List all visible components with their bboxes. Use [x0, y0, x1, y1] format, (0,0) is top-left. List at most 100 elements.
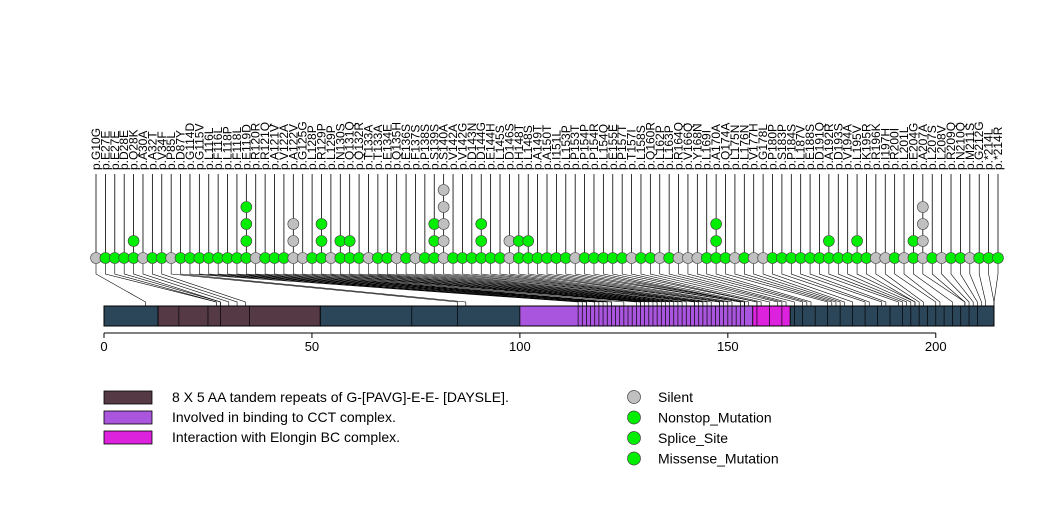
- mutation-label: p.L201L: [897, 126, 911, 170]
- mutation-label: p.*214L: [982, 128, 996, 170]
- mutation-label: p.D193S: [831, 123, 845, 170]
- mutation-label: p.Q135H: [390, 122, 404, 170]
- connector-58: [640, 258, 762, 306]
- connector-10: [189, 258, 579, 306]
- mutation-point: [823, 235, 835, 247]
- connector-44: [509, 258, 712, 306]
- connector-91: [950, 258, 974, 306]
- connector-2: [114, 258, 217, 306]
- mutation-label: p.P184S: [784, 124, 798, 170]
- mutation-label: p.D28E: [117, 130, 131, 170]
- mutation-label: p.D146S: [502, 123, 516, 170]
- mutation-label: p.L128P: [305, 125, 319, 170]
- mutation-point: [343, 235, 356, 247]
- mutation-point: [240, 218, 253, 230]
- mutation-label: p.I197H: [878, 128, 892, 170]
- mutation-label: p.D191Q: [812, 122, 826, 170]
- domain-1: [157, 305, 321, 327]
- mutation-point: [315, 218, 328, 230]
- connector-54: [603, 258, 745, 306]
- mutation-label: p.D144G: [474, 122, 488, 170]
- connector-88: [922, 258, 966, 306]
- tick-label: 150: [717, 339, 739, 354]
- mutation-label: p.L148S: [521, 125, 535, 170]
- connector-17: [255, 258, 604, 306]
- mutation-label: p.S140A: [437, 124, 451, 170]
- tick-label: 100: [509, 339, 531, 354]
- connector-80: [847, 258, 912, 306]
- connector-13: [217, 258, 587, 306]
- legend-label: Nonstop_Mutation: [658, 410, 772, 426]
- legend-label: Missense_Mutation: [658, 451, 779, 467]
- mutation-label: p.L195V: [850, 125, 864, 170]
- mutation-label: p.A150T: [540, 124, 554, 170]
- connector-89: [931, 258, 966, 306]
- mutation-point: [437, 218, 450, 230]
- connector-65: [706, 258, 808, 306]
- connector-77: [819, 258, 899, 306]
- mutation-label: p.F116L: [211, 127, 225, 170]
- connector-71: [762, 258, 845, 306]
- connector-79: [837, 258, 907, 306]
- connector-73: [781, 258, 866, 306]
- mutation-point: [437, 235, 450, 247]
- connector-46: [527, 258, 720, 306]
- connector-75: [800, 258, 883, 306]
- connector-39: [462, 258, 695, 306]
- connector-4: [133, 258, 221, 306]
- mutation-label: p.P154R: [587, 123, 601, 170]
- mutation-label: p.P180P: [766, 124, 780, 170]
- mutation-label: p.E27E: [108, 131, 122, 170]
- mutation-label: p.E155E: [606, 124, 620, 170]
- mutation-point: [475, 235, 488, 247]
- mutation-label: p.Q28K: [127, 129, 141, 170]
- mutation-label: p.Q174A: [719, 123, 733, 170]
- mutation-label: p.L153P: [559, 125, 573, 170]
- mutation-label: p.D87Y: [174, 130, 188, 170]
- mutation-label: p.H148T: [512, 123, 526, 170]
- lollipop-stems: [95, 174, 999, 258]
- mutation-label: p.I151L: [549, 130, 563, 170]
- mutation-point: [240, 235, 253, 247]
- mutation-label: p.G115V: [192, 124, 206, 170]
- mutation-label: p.R120R: [249, 122, 263, 170]
- mutation-label: p.P153T: [568, 124, 582, 170]
- mutation-label: p.A121V: [268, 124, 282, 170]
- mutation-point: [475, 218, 488, 230]
- connector-35: [424, 258, 679, 306]
- connector-8: [170, 258, 458, 306]
- domain-4: [752, 305, 791, 327]
- connector-15: [236, 258, 596, 306]
- mutation-label: p.A32T: [145, 131, 159, 170]
- connector-67: [725, 258, 828, 306]
- mutation-label: p.D143N: [465, 123, 479, 170]
- connector-31: [386, 258, 662, 306]
- mutation-label: p.R209Q: [944, 122, 958, 170]
- connector-lines: [95, 258, 999, 306]
- mutation-label: p.S139S: [427, 124, 441, 170]
- connector-59: [650, 258, 770, 306]
- mutation-label: p.L175N: [728, 125, 742, 170]
- mutation-label: p.R129P: [315, 123, 329, 170]
- connector-86: [903, 258, 941, 306]
- connector-1: [105, 258, 217, 306]
- mutation-label: p.P157T: [615, 124, 629, 170]
- mutation-label: p.V194A: [841, 124, 855, 170]
- legend-swatch: [103, 390, 153, 405]
- mutation-label: p.T133A: [371, 125, 385, 170]
- connector-27: [349, 258, 650, 306]
- mutation-label: p.M211S: [963, 123, 977, 170]
- connector-33: [405, 258, 670, 306]
- connector-21: [293, 258, 612, 306]
- mutation-label: p.E134E: [380, 124, 394, 170]
- connector-96: [993, 258, 999, 306]
- mutation-point: [437, 184, 450, 196]
- legend-label: Involved in binding to CCT complex.: [172, 409, 396, 425]
- connector-72: [772, 258, 853, 306]
- mutation-label: p.L169I: [700, 130, 714, 170]
- domain-2: [319, 305, 521, 327]
- connector-62: [678, 258, 787, 306]
- mutation-label: p.E188S: [803, 124, 817, 170]
- legend-swatch: [103, 410, 153, 425]
- mutation-label: p.L207S: [925, 125, 939, 170]
